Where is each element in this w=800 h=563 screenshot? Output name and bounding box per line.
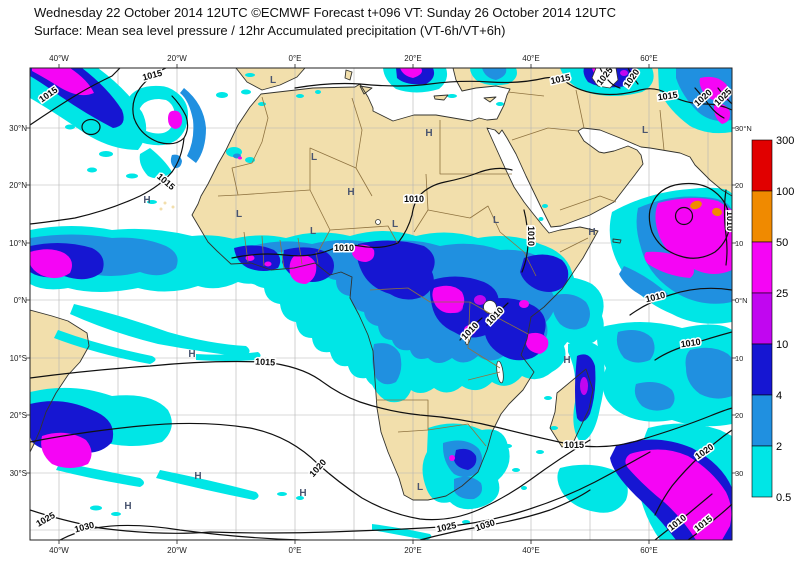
legend-value: 300: [776, 135, 794, 147]
isobar-label: 1010: [334, 243, 354, 253]
header-line-2: Surface: Mean sea level pressure / 12hr …: [34, 23, 506, 38]
lon-label: 40°W: [49, 54, 69, 63]
map-frame: [29, 67, 733, 541]
legend-value: 2: [776, 441, 782, 453]
header-line-1: Wednesday 22 October 2014 12UTC ©ECMWF F…: [34, 5, 616, 20]
axis-labels-left: 30°N 20°N 10°N 0°N 10°S 20°S 30°S: [9, 124, 27, 478]
lon-label: 20°E: [404, 54, 421, 63]
pressure-marker: L: [493, 215, 499, 226]
legend-value: 10: [776, 339, 788, 351]
precip-legend: 300 100 50 25 10 4 2 0.5: [751, 135, 794, 504]
pressure-marker: H: [143, 195, 150, 206]
lon-label: 0°E: [289, 546, 302, 555]
isobar-label: 1015: [657, 90, 678, 103]
lat-label: 30°S: [10, 469, 27, 478]
pressure-marker: L: [270, 75, 276, 86]
legend-value: 4: [776, 390, 782, 402]
isobar-label: 1010: [725, 211, 735, 231]
pressure-marker: H: [299, 488, 306, 499]
legend-value: 100: [776, 186, 794, 198]
lon-label: 40°E: [522, 546, 539, 555]
precip-orange: [690, 200, 722, 217]
isobar-label: 1010: [526, 226, 536, 246]
lon-label: 40°W: [49, 546, 69, 555]
lon-label: 40°E: [522, 54, 539, 63]
legend-band-25-50: [751, 241, 773, 294]
legend-band-2-4: [751, 394, 773, 447]
lat-label: 10: [735, 239, 743, 248]
axis-labels-bottom: 40°W 20°W 0°E 20°E 40°E 60°E: [49, 546, 658, 555]
isobar-label: 1015: [255, 356, 276, 367]
legend-value: 50: [776, 237, 788, 249]
isobar-label: 1010: [680, 337, 701, 350]
lat-label: 30°N: [9, 124, 27, 133]
pressure-marker: L: [417, 482, 423, 493]
axis-labels-top: 40°W 20°W 0°E 20°E 40°E 60°E: [49, 54, 658, 63]
legend-band-4-10: [751, 343, 773, 396]
axis-labels-right: 30°N 20 10 0°N 10 20 30: [735, 124, 752, 478]
lat-label: 0°N: [735, 296, 748, 305]
lat-label: 20: [735, 181, 743, 190]
lat-label: 30: [735, 469, 743, 478]
pressure-marker: H: [124, 501, 131, 512]
precip-magenta: [30, 68, 732, 540]
legend-band-50-100: [751, 190, 773, 243]
lon-label: 0°E: [289, 54, 302, 63]
lat-label: 30°N: [735, 124, 752, 133]
lat-label: 20°S: [10, 411, 27, 420]
pressure-marker: L: [642, 125, 648, 136]
axis-ticks: [26, 64, 736, 544]
pressure-marker: L: [311, 152, 317, 163]
pressure-marker: H: [425, 128, 432, 139]
isobar-label: 1015: [564, 440, 584, 450]
lat-label: 10°S: [10, 354, 27, 363]
chart-header: Wednesday 22 October 2014 12UTC ©ECMWF F…: [34, 4, 616, 40]
legend-band-10-25: [751, 292, 773, 345]
pressure-marker: L: [392, 219, 398, 230]
lon-label: 20°W: [167, 54, 187, 63]
lat-label: 10°N: [9, 239, 27, 248]
lat-label: 20°N: [9, 181, 27, 190]
lat-label: 10: [735, 354, 743, 363]
pressure-markers: L L H L L H H L L L H H H L H H H: [124, 75, 648, 512]
lon-label: 60°E: [640, 54, 657, 63]
pressure-marker: H: [588, 227, 595, 238]
pressure-marker: L: [310, 226, 316, 237]
legend-value: 0.5: [776, 492, 791, 504]
pressure-marker: L: [236, 209, 242, 220]
lat-label: 0°N: [14, 296, 28, 305]
legend-band-05-2: [751, 445, 773, 498]
pressure-marker: H: [347, 187, 354, 198]
lon-label: 60°E: [640, 546, 657, 555]
country-borders: [217, 89, 665, 447]
lon-label: 20°W: [167, 546, 187, 555]
pressure-marker: H: [194, 471, 201, 482]
isobar-label: 1010: [404, 194, 424, 204]
legend-value: 25: [776, 288, 788, 300]
isobars: [30, 68, 732, 540]
legend-band-100-300: [751, 139, 773, 192]
pressure-marker: H: [563, 355, 570, 366]
pressure-marker: H: [188, 349, 195, 360]
lat-label: 20: [735, 411, 743, 420]
lon-label: 20°E: [404, 546, 421, 555]
